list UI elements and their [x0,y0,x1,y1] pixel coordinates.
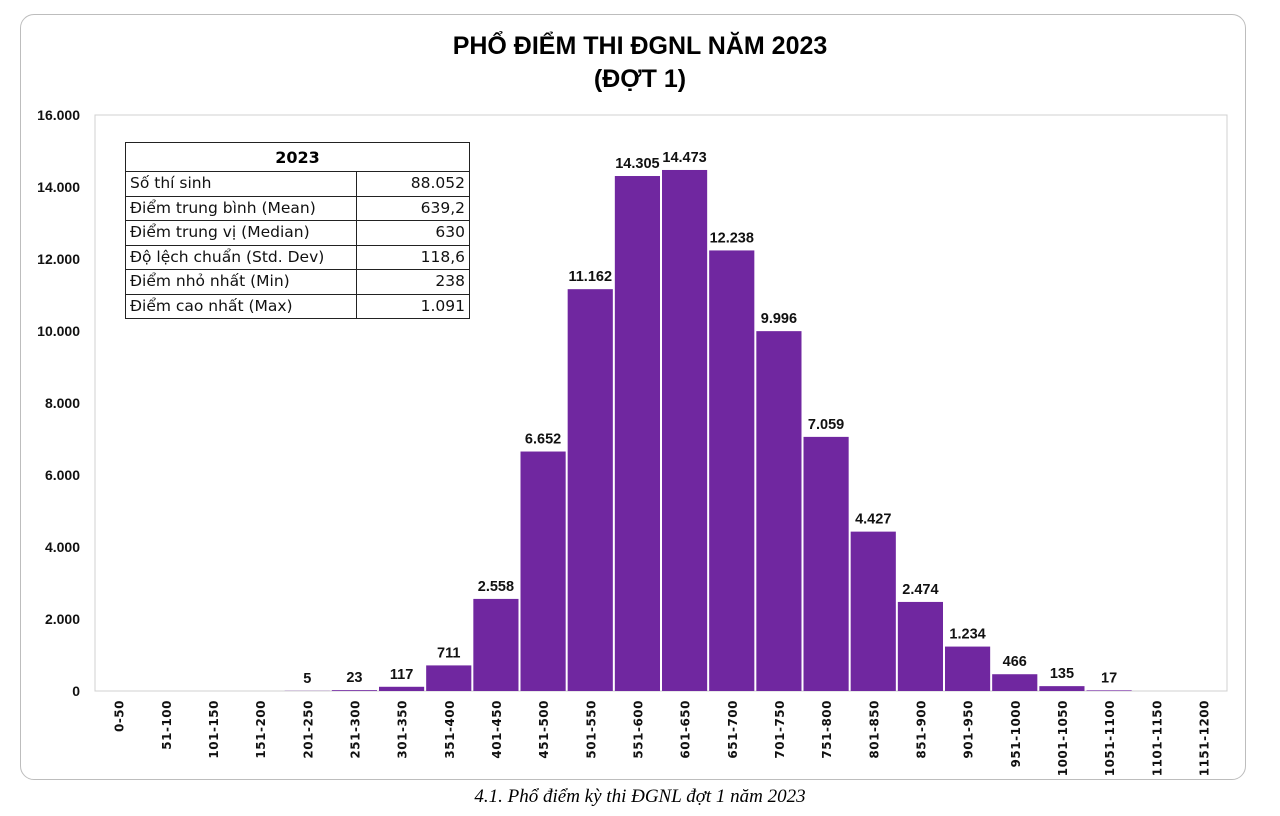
x-tick-label: 851-900 [914,700,928,759]
stats-row: Điểm trung bình (Mean) 639,2 [125,195,470,221]
stats-value: 118,6 [356,244,470,270]
x-tick-label: 1001-1050 [1056,700,1070,776]
stats-row: Điểm cao nhất (Max) 1.091 [125,293,470,319]
x-tick-label: 0-50 [113,700,127,732]
stats-table: 2023 Số thí sinh 88.052 Điểm trung bình (… [125,142,470,319]
plot-area [94,114,1228,692]
stats-label: Điểm trung bình (Mean) [125,195,357,221]
x-tick-label: 401-450 [490,700,504,759]
x-tick-label: 801-850 [867,700,881,759]
bar [473,598,519,691]
x-tick-label: 251-300 [348,700,362,759]
x-tick-label: 1151-1200 [1197,700,1211,776]
stats-label: Điểm cao nhất (Max) [125,293,357,319]
x-tick-label: 651-700 [726,700,740,759]
bar [567,289,613,691]
stats-row: Độ lệch chuẩn (Std. Dev) 118,6 [125,244,470,270]
x-tick-label: 601-650 [679,700,693,759]
bar [614,176,660,691]
data-label: 2.558 [478,579,514,595]
x-tick-label: 1101-1150 [1150,700,1164,776]
bar [520,451,566,691]
stats-label: Điểm nhỏ nhất (Min) [125,269,357,295]
stats-value: 639,2 [356,195,470,221]
data-label: 6.652 [525,432,561,448]
x-tick-label: 551-600 [631,700,645,759]
data-label: 1.234 [949,627,985,643]
y-tick-label: 12.000 [37,251,80,267]
chart-card [20,14,1246,780]
bar [992,674,1038,691]
y-tick-label: 0 [72,683,80,699]
y-tick-label: 16.000 [37,107,80,123]
data-label: 11.162 [568,269,612,285]
y-tick-label: 14.000 [37,179,80,195]
data-label: 466 [1003,654,1027,670]
stats-label: Độ lệch chuẩn (Std. Dev) [125,244,357,270]
chart-title: PHỔ ĐIỂM THI ĐGNL NĂM 2023 (ĐỢT 1) [0,30,1280,96]
bar [803,436,849,691]
bar [331,690,377,691]
stats-value: 1.091 [356,293,470,319]
x-tick-label: 301-350 [396,700,410,759]
bar [945,646,991,691]
x-tick-label: 1051-1100 [1103,700,1117,776]
bar [379,686,425,691]
title-line: PHỔ ĐIỂM THI ĐGNL NĂM 2023 [452,32,828,60]
x-tick-label: 101-150 [207,700,221,759]
data-label: 9.996 [761,311,797,327]
bar [662,169,708,692]
bar [850,531,896,691]
stats-value: 630 [356,220,470,246]
subtitle-line: (ĐỢT 1) [593,65,687,93]
x-tick-label: 701-750 [773,700,787,759]
data-label: 14.473 [662,150,706,166]
bar [756,331,802,691]
y-tick-label: 4.000 [45,539,80,555]
y-tick-label: 10.000 [37,323,80,339]
x-tick-label: 151-200 [254,700,268,759]
data-label: 12.238 [710,230,754,246]
x-tick-label: 901-950 [962,700,976,759]
bar [709,250,755,691]
x-tick-label: 451-500 [537,700,551,759]
y-tick-label: 8.000 [45,395,80,411]
bar [1086,690,1132,691]
data-label: 4.427 [855,512,891,528]
data-label: 117 [390,667,413,683]
y-tick-label: 6.000 [45,467,80,483]
stats-label: Điểm trung vị (Median) [125,220,357,246]
stats-row: Số thí sinh 88.052 [125,171,470,197]
x-tick-label: 51-100 [160,700,174,750]
data-label: 5 [303,671,311,687]
data-label: 135 [1050,666,1074,682]
stats-value: 238 [356,269,470,295]
stats-header: 2023 [125,142,470,172]
bar [426,665,472,691]
stats-label: Số thí sinh [125,171,357,197]
x-tick-label: 951-1000 [1009,700,1023,767]
stats-row: Điểm trung vị (Median) 630 [125,220,470,246]
x-tick-label: 751-800 [820,700,834,759]
data-label: 2.474 [902,582,938,598]
bar [1039,686,1085,691]
x-tick-label: 351-400 [443,700,457,759]
data-label: 14.305 [615,156,659,172]
data-label: 7.059 [808,417,844,433]
figure-caption: 4.1. Phổ điểm kỳ thi ĐGNL đợt 1 năm 2023 [474,786,806,807]
stats-row: Điểm nhỏ nhất (Min) 238 [125,269,470,295]
stats-value: 88.052 [356,171,470,197]
x-tick-label: 201-250 [301,700,315,759]
bar [897,601,943,691]
data-label: 23 [346,670,362,686]
y-tick-label: 2.000 [45,611,80,627]
x-tick-label: 501-550 [584,700,598,759]
data-label: 711 [437,645,460,661]
data-label: 17 [1101,670,1117,686]
